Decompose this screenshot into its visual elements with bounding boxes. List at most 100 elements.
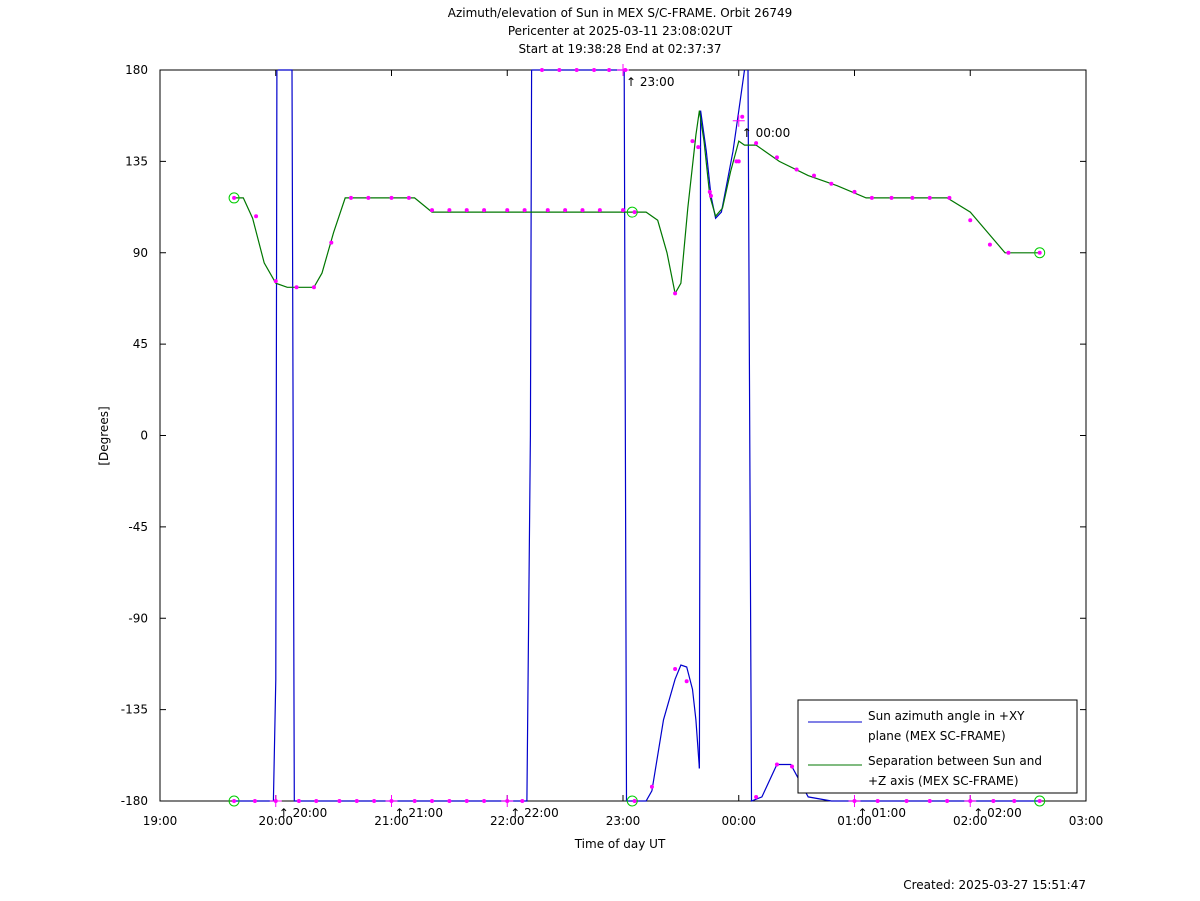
data-point-separation <box>366 195 371 200</box>
data-point-azimuth <box>412 799 417 803</box>
y-tick-label: -135 <box>121 703 148 717</box>
data-point-separation <box>1037 250 1042 255</box>
data-point-azimuth <box>875 799 880 803</box>
data-point-separation <box>794 167 799 172</box>
data-point-azimuth <box>539 68 544 72</box>
data-point-azimuth <box>789 764 794 769</box>
y-tick-label: -45 <box>128 520 148 534</box>
x-tick-label: 22:00 <box>490 814 525 828</box>
data-point-separation <box>968 218 973 223</box>
series-line-azimuth <box>747 69 1040 802</box>
data-point-separation <box>563 208 568 213</box>
data-point-azimuth <box>991 799 996 803</box>
data-point-separation <box>632 210 637 215</box>
series-line-azimuth <box>698 69 746 769</box>
data-point-separation <box>754 141 759 146</box>
data-point-azimuth <box>649 784 654 789</box>
data-point-azimuth <box>574 68 579 72</box>
series-line-separation <box>234 110 1040 296</box>
y-tick-label: -180 <box>121 794 148 808</box>
data-point-separation <box>482 208 487 213</box>
data-point-azimuth <box>754 794 759 799</box>
data-point-separation <box>987 242 992 247</box>
data-point-azimuth <box>252 799 257 803</box>
endpoint-circle <box>626 795 638 807</box>
plot-series <box>234 69 1040 802</box>
y-axis-label: [Degrees] <box>97 406 111 465</box>
legend-azimuth-line2: plane (MEX SC-FRAME) <box>868 729 1006 743</box>
endpoint-circle <box>1034 247 1046 259</box>
data-point-separation <box>545 208 550 213</box>
data-point-separation <box>254 214 259 219</box>
data-point-azimuth <box>696 145 701 150</box>
data-point-azimuth <box>354 799 359 803</box>
hour-marker-label: ↑ 00:00 <box>742 126 790 140</box>
data-point-separation <box>852 189 857 194</box>
legend: Sun azimuth angle in +XY plane (MEX SC-F… <box>797 699 1078 794</box>
data-point-azimuth <box>708 193 713 198</box>
x-tick-label: 20:00 <box>258 814 293 828</box>
data-point-azimuth <box>904 799 909 803</box>
data-point-separation <box>430 208 435 213</box>
data-point-separation <box>774 155 779 160</box>
x-tick-label: 01:00 <box>837 814 872 828</box>
hour-markers: ↑ 20:00 ↑ 21:00 ↑ 22:00 ↑ 23:00 ↑ 00:00 ↑ 01:… <box>269 64 1022 820</box>
hour-marker-label: ↑ 23:00 <box>626 75 674 89</box>
data-point-separation <box>406 195 411 200</box>
data-point-separation <box>447 208 452 213</box>
hour-marker-label: ↑ 22:00 <box>510 806 558 820</box>
data-point-separation <box>707 189 712 194</box>
data-point-azimuth <box>607 68 612 72</box>
x-axis-label: Time of day UT <box>574 837 666 851</box>
plot-markers <box>228 68 1046 807</box>
data-point-azimuth <box>372 799 377 803</box>
data-point-azimuth <box>1012 799 1017 803</box>
x-tick-label: 23:00 <box>606 814 641 828</box>
data-point-azimuth <box>232 799 237 803</box>
series-line-azimuth <box>531 69 628 802</box>
data-point-azimuth <box>632 799 637 803</box>
data-point-azimuth <box>482 799 487 803</box>
x-tick-label: 19:00 <box>143 814 178 828</box>
data-point-separation <box>910 195 915 200</box>
data-point-azimuth <box>337 799 342 803</box>
data-point-azimuth <box>673 667 678 672</box>
data-point-separation <box>947 195 952 200</box>
data-point-azimuth <box>927 799 932 803</box>
legend-box <box>797 699 1078 794</box>
data-point-azimuth <box>945 799 950 803</box>
y-tick-label: 45 <box>133 337 148 351</box>
y-tick-label: 135 <box>125 154 148 168</box>
hour-marker-label: ↑ 20:00 <box>279 806 327 820</box>
plot-frame <box>159 69 1087 802</box>
data-point-azimuth <box>430 799 435 803</box>
series-line-azimuth <box>626 664 700 802</box>
data-point-azimuth <box>592 68 597 72</box>
data-point-azimuth <box>684 679 689 684</box>
hour-marker-label: ↑ 02:00 <box>973 806 1021 820</box>
data-point-separation <box>273 279 278 284</box>
y-tick-label: 90 <box>133 246 148 260</box>
series-line-azimuth <box>278 69 533 802</box>
data-point-separation <box>811 173 816 178</box>
data-point-separation <box>294 285 299 290</box>
x-tick-label: 00:00 <box>721 814 756 828</box>
endpoint-circle <box>1034 795 1046 807</box>
x-tick-label: 03:00 <box>1069 814 1104 828</box>
endpoint-circle <box>228 795 240 807</box>
data-point-separation <box>889 195 894 200</box>
data-point-azimuth <box>774 762 779 767</box>
data-point-azimuth <box>557 68 562 72</box>
data-point-separation <box>464 208 469 213</box>
data-point-separation <box>522 208 527 213</box>
data-point-separation <box>673 291 678 296</box>
data-point-azimuth <box>296 799 301 803</box>
data-point-azimuth <box>464 799 469 803</box>
hour-marker-label: ↑ 01:00 <box>858 806 906 820</box>
chart-subtitle-pericenter: Pericenter at 2025-03-11 23:08:02UT <box>508 24 733 38</box>
legend-separation-line2: +Z axis (MEX SC-FRAME) <box>868 774 1019 788</box>
endpoint-circle <box>626 206 638 218</box>
data-point-separation <box>389 195 394 200</box>
endpoint-circle <box>228 192 240 204</box>
